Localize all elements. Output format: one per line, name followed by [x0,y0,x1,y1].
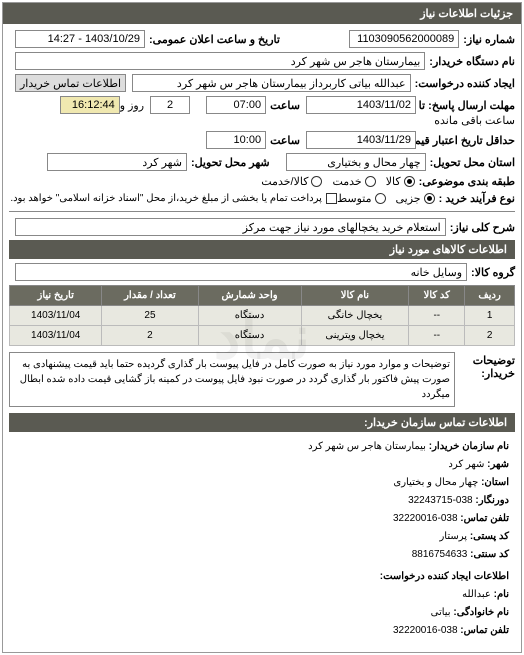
buyer-label: نام دستگاه خریدار: [429,55,515,68]
validity-label: حداقل تاریخ اعتبار قیمت: تا تاریخ: [420,134,515,147]
response-time-field: 07:00 [206,96,266,114]
description-label: توضیحات خریدار: [455,352,515,407]
fax-value: 038-32243715 [408,495,473,506]
province-field: چهار محال و بختیاری [286,153,426,171]
table-cell: 2 [465,326,515,346]
table-cell: دستگاه [198,326,301,346]
table-cell: 25 [102,306,198,326]
cphone-value: 038-32220016 [393,625,458,636]
contact-province-label: استان: [481,477,509,488]
lname-value: بیاتی [431,607,451,618]
econ-label: کد سنتی: [470,549,509,560]
response-deadline-label: مهلت ارسال پاسخ: تا تاریخ: [420,99,515,112]
need-keyword-label: شرح کلی نیاز: [450,221,515,234]
subject-radio-group: کالا خدمت کالا/خدمت [261,175,414,188]
table-cell: 1403/11/04 [10,306,102,326]
econ-value: 8816754633 [412,549,468,560]
lname-label: نام خانوادگی: [453,607,509,618]
contact-section-title: اطلاعات تماس سازمان خریدار: [9,413,515,432]
items-section-title: اطلاعات کالاهای مورد نیاز [9,240,515,259]
name-value: عبدالله [462,589,491,600]
response-date-field: 1403/11/02 [306,96,416,114]
panel-title: جزئیات اطلاعات نیاز [3,3,521,24]
req-creator-title: اطلاعات ایجاد کننده درخواست: [15,568,509,586]
fax-label: دورنگار: [475,495,509,506]
description-text: توضیحات و موارد مورد نیاز به صورت کامل د… [9,352,455,407]
phone-value: 038-32220016 [393,513,458,524]
contact-province-value: چهار محال و بختیاری [393,477,478,488]
city-label: شهر محل تحویل: [191,156,270,169]
time-label-1: ساعت [270,99,300,112]
table-cell: 2 [102,326,198,346]
radio-goods[interactable]: کالا [386,175,415,188]
radio-both[interactable]: کالا/خدمت [261,175,322,188]
datetime-field: 1403/10/29 - 14:27 [15,30,145,48]
radio-small[interactable]: جزیی [396,192,435,205]
treasury-note: پرداخت تمام یا بخشی از مبلغ خرید،از محل … [10,193,322,204]
buytype-label: نوع فرآیند خرید : [439,192,515,205]
subject-class-label: طبقه بندی موضوعی: [419,175,515,188]
contact-info-button[interactable]: اطلاعات تماس خریدار [15,74,126,92]
org-value: بیمارستان هاجر س شهر کرد [308,441,426,452]
group-field: وسایل خانه [15,263,467,281]
table-cell: یخچال خانگی [301,306,409,326]
treasury-checkbox[interactable] [326,193,337,204]
reqno-label: شماره نیاز: [463,33,515,46]
remain-time-field: 16:12:44 [60,96,120,114]
validity-time-field: 10:00 [206,131,266,149]
table-row: 1--یخچال خانگیدستگاه251403/11/04 [10,306,515,326]
table-cell: دستگاه [198,306,301,326]
city-field: شهر کرد [47,153,187,171]
remain-suffix-label: ساعت باقی مانده [434,114,515,127]
table-header: تاریخ نیاز [10,286,102,306]
table-header: کد کالا [409,286,465,306]
phone-label: تلفن تماس: [460,513,509,524]
group-label: گروه کالا: [471,266,515,279]
radio-service[interactable]: خدمت [332,175,375,188]
contact-city-label: شهر: [487,459,509,470]
time-label-2: ساعت [270,134,300,147]
name-label: نام: [494,589,509,600]
table-header: نام کالا [301,286,409,306]
table-cell: -- [409,326,465,346]
radio-medium[interactable]: متوسط [337,192,386,205]
table-cell: 1 [465,306,515,326]
table-cell: -- [409,306,465,326]
remain-days-label: روز و [120,99,144,112]
validity-date-field: 1403/11/29 [306,131,416,149]
table-header: تعداد / مقدار [102,286,198,306]
table-row: 2--یخچال ویترینیدستگاه21403/11/04 [10,326,515,346]
cphone-label: تلفن تماس: [460,625,509,636]
items-table: ردیفکد کالانام کالاواحد شمارشتعداد / مقد… [9,285,515,346]
creator-label: ایجاد کننده درخواست: [415,77,515,90]
table-header: واحد شمارش [198,286,301,306]
table-cell: یخچال ویترینی [301,326,409,346]
datetime-label: تاریخ و ساعت اعلان عمومی: [149,33,280,46]
creator-field: عبدالله بیاتی کاربرداز بیمارستان هاجر س … [132,74,411,92]
buyer-field: بیمارستان هاجر س شهر کرد [15,52,425,70]
postal-value: پرستار [439,531,467,542]
table-header: ردیف [465,286,515,306]
province-label: استان محل تحویل: [430,156,515,169]
need-keyword-field: استعلام خرید یخچالهای مورد نیاز جهت مرکز [15,218,446,236]
buytype-radio-group: جزیی متوسط [337,192,435,205]
table-cell: 1403/11/04 [10,326,102,346]
contact-city-value: شهر کرد [448,459,484,470]
org-label: نام سازمان خریدار: [429,441,509,452]
reqno-field: 1103090562000089 [349,30,459,48]
remain-days-field: 2 [150,96,190,114]
postal-label: کد پستی: [470,531,509,542]
